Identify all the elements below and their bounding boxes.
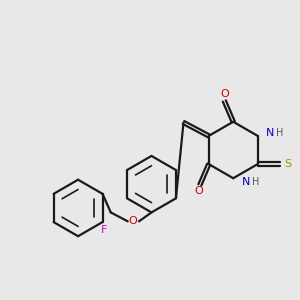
Text: H: H bbox=[276, 128, 284, 138]
Text: F: F bbox=[101, 225, 107, 236]
Text: O: O bbox=[129, 216, 137, 226]
Text: O: O bbox=[220, 89, 229, 99]
Text: H: H bbox=[252, 177, 259, 187]
Text: O: O bbox=[194, 187, 203, 196]
Text: N: N bbox=[266, 128, 275, 138]
Text: S: S bbox=[284, 159, 291, 169]
Text: N: N bbox=[242, 177, 250, 187]
